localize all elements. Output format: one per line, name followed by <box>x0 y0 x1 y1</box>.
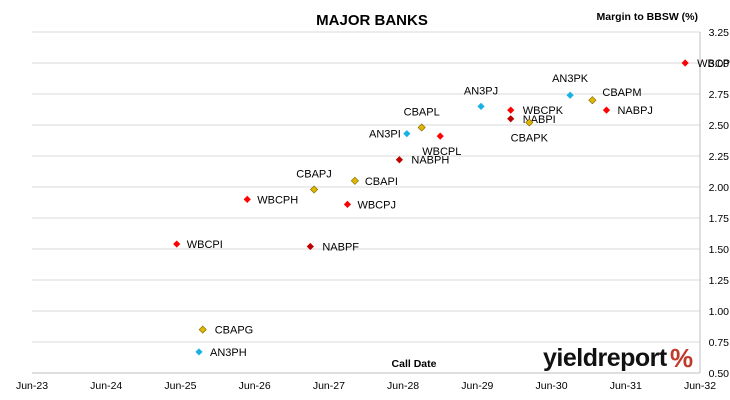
point-label: CBAPG <box>215 325 254 337</box>
y-tick-label: 1.75 <box>709 213 730 225</box>
data-point: CBAPM <box>588 87 642 105</box>
diamond-marker <box>588 96 597 105</box>
diamond-marker <box>566 91 574 99</box>
diamond-marker <box>507 106 515 114</box>
y-tick-label: 0.75 <box>709 337 730 349</box>
x-tick-labels: Jun-23 Jun-24 Jun-25 Jun-26 Jun-27 Jun-28 Jun-… <box>16 380 716 392</box>
point-label: CBAPK <box>511 133 549 145</box>
y-tick-label: 3.00 <box>709 58 730 70</box>
data-point: CBAPI <box>350 176 398 188</box>
y-tick-label: 2.75 <box>709 89 730 101</box>
data-point: NABPH <box>395 155 449 167</box>
x-axis-title: Call Date <box>392 358 437 370</box>
point-label: WBCPL <box>422 146 461 158</box>
x-tick-label: Jun-26 <box>239 380 271 392</box>
diamond-marker <box>403 130 411 138</box>
data-point: WBCPH <box>243 194 298 206</box>
diamond-marker <box>195 348 203 356</box>
x-tick-label: Jun-24 <box>90 380 122 392</box>
y-tick-label: 2.00 <box>709 182 730 194</box>
diamond-marker <box>417 123 426 132</box>
logo-percent-icon: % <box>670 343 693 373</box>
data-point: AN3PH <box>195 347 247 359</box>
data-point: WBCPL <box>422 132 461 158</box>
x-tick-label: Jun-32 <box>684 380 716 392</box>
diamond-marker <box>681 59 689 67</box>
diamond-marker <box>306 242 314 251</box>
point-label: CBAPJ <box>296 168 331 180</box>
logo-text: yieldreport <box>543 344 668 372</box>
data-point: CBAPG <box>198 325 254 337</box>
diamond-marker <box>310 185 319 194</box>
y-tick-label: 2.50 <box>709 120 730 132</box>
point-label: WBCPI <box>187 239 223 251</box>
diamond-marker <box>436 132 444 140</box>
point-label: NABPF <box>322 242 359 254</box>
point-label: WBCPK <box>523 105 564 117</box>
data-point: CBAPJ <box>296 168 332 194</box>
data-point: WBCPI <box>173 239 223 251</box>
y-tick-label: 1.25 <box>709 275 730 287</box>
diamond-marker <box>173 240 181 248</box>
x-tick-label: Jun-28 <box>387 380 419 392</box>
point-label: AN3PJ <box>464 85 498 97</box>
y-tick-label: 1.50 <box>709 244 730 256</box>
point-label: CBAPM <box>602 87 641 99</box>
point-label: AN3PH <box>210 347 247 359</box>
y-tick-label: 0.50 <box>709 368 730 380</box>
data-point: CBAPL <box>404 106 440 132</box>
diamond-marker <box>477 102 485 110</box>
x-tick-label: Jun-30 <box>536 380 568 392</box>
point-label: NABPJ <box>617 105 652 117</box>
x-tick-label: Jun-25 <box>164 380 196 392</box>
point-label: NABPH <box>411 155 449 167</box>
point-label: WBCPH <box>257 194 298 206</box>
point-label: AN3PK <box>552 73 589 85</box>
point-label: WBCPJ <box>357 199 396 211</box>
y-tick-labels: 0.50 0.75 1.00 1.25 1.50 1.75 2.00 2.25 2.50 2.75… <box>709 27 730 380</box>
data-points: WBCPI WBCPH WBCPJ WBCPL WBCPK NABPJ WBCPM NABPF… <box>173 58 730 359</box>
y-tick-label: 1.00 <box>709 306 730 318</box>
y-tick-label: 3.25 <box>709 27 730 39</box>
data-point: AN3PI <box>369 129 411 141</box>
x-tick-label: Jun-29 <box>461 380 493 392</box>
data-point: AN3PJ <box>464 85 498 110</box>
gridlines <box>32 31 700 343</box>
diamond-marker <box>243 195 251 203</box>
data-point: WBCPK <box>507 105 564 117</box>
point-label: CBAPL <box>404 106 440 118</box>
data-point: NABPJ <box>602 105 653 117</box>
data-point: AN3PK <box>552 73 589 99</box>
y-axis-title: Margin to BBSW (%) <box>597 11 699 23</box>
data-point: NABPF <box>306 242 359 254</box>
diamond-marker <box>395 156 403 164</box>
point-label: CBAPI <box>365 176 398 188</box>
diamond-marker <box>507 115 515 123</box>
data-point: WBCPJ <box>343 199 396 211</box>
yieldreport-logo: yieldreport % <box>543 343 693 373</box>
data-point: WBCPM <box>681 58 730 70</box>
diamond-marker <box>198 325 207 334</box>
data-point: CBAPK <box>511 118 549 145</box>
point-label: AN3PI <box>369 129 401 141</box>
diamond-marker <box>350 176 359 185</box>
x-tick-label: Jun-23 <box>16 380 48 392</box>
point-label: WBCPM <box>697 58 730 70</box>
x-tick-label: Jun-27 <box>313 380 345 392</box>
diamond-marker <box>343 200 352 208</box>
chart-title: MAJOR BANKS <box>316 12 428 29</box>
x-tick-label: Jun-31 <box>610 380 642 392</box>
y-tick-label: 2.25 <box>709 151 730 163</box>
diamond-marker <box>525 118 534 127</box>
diamond-marker <box>602 106 611 114</box>
